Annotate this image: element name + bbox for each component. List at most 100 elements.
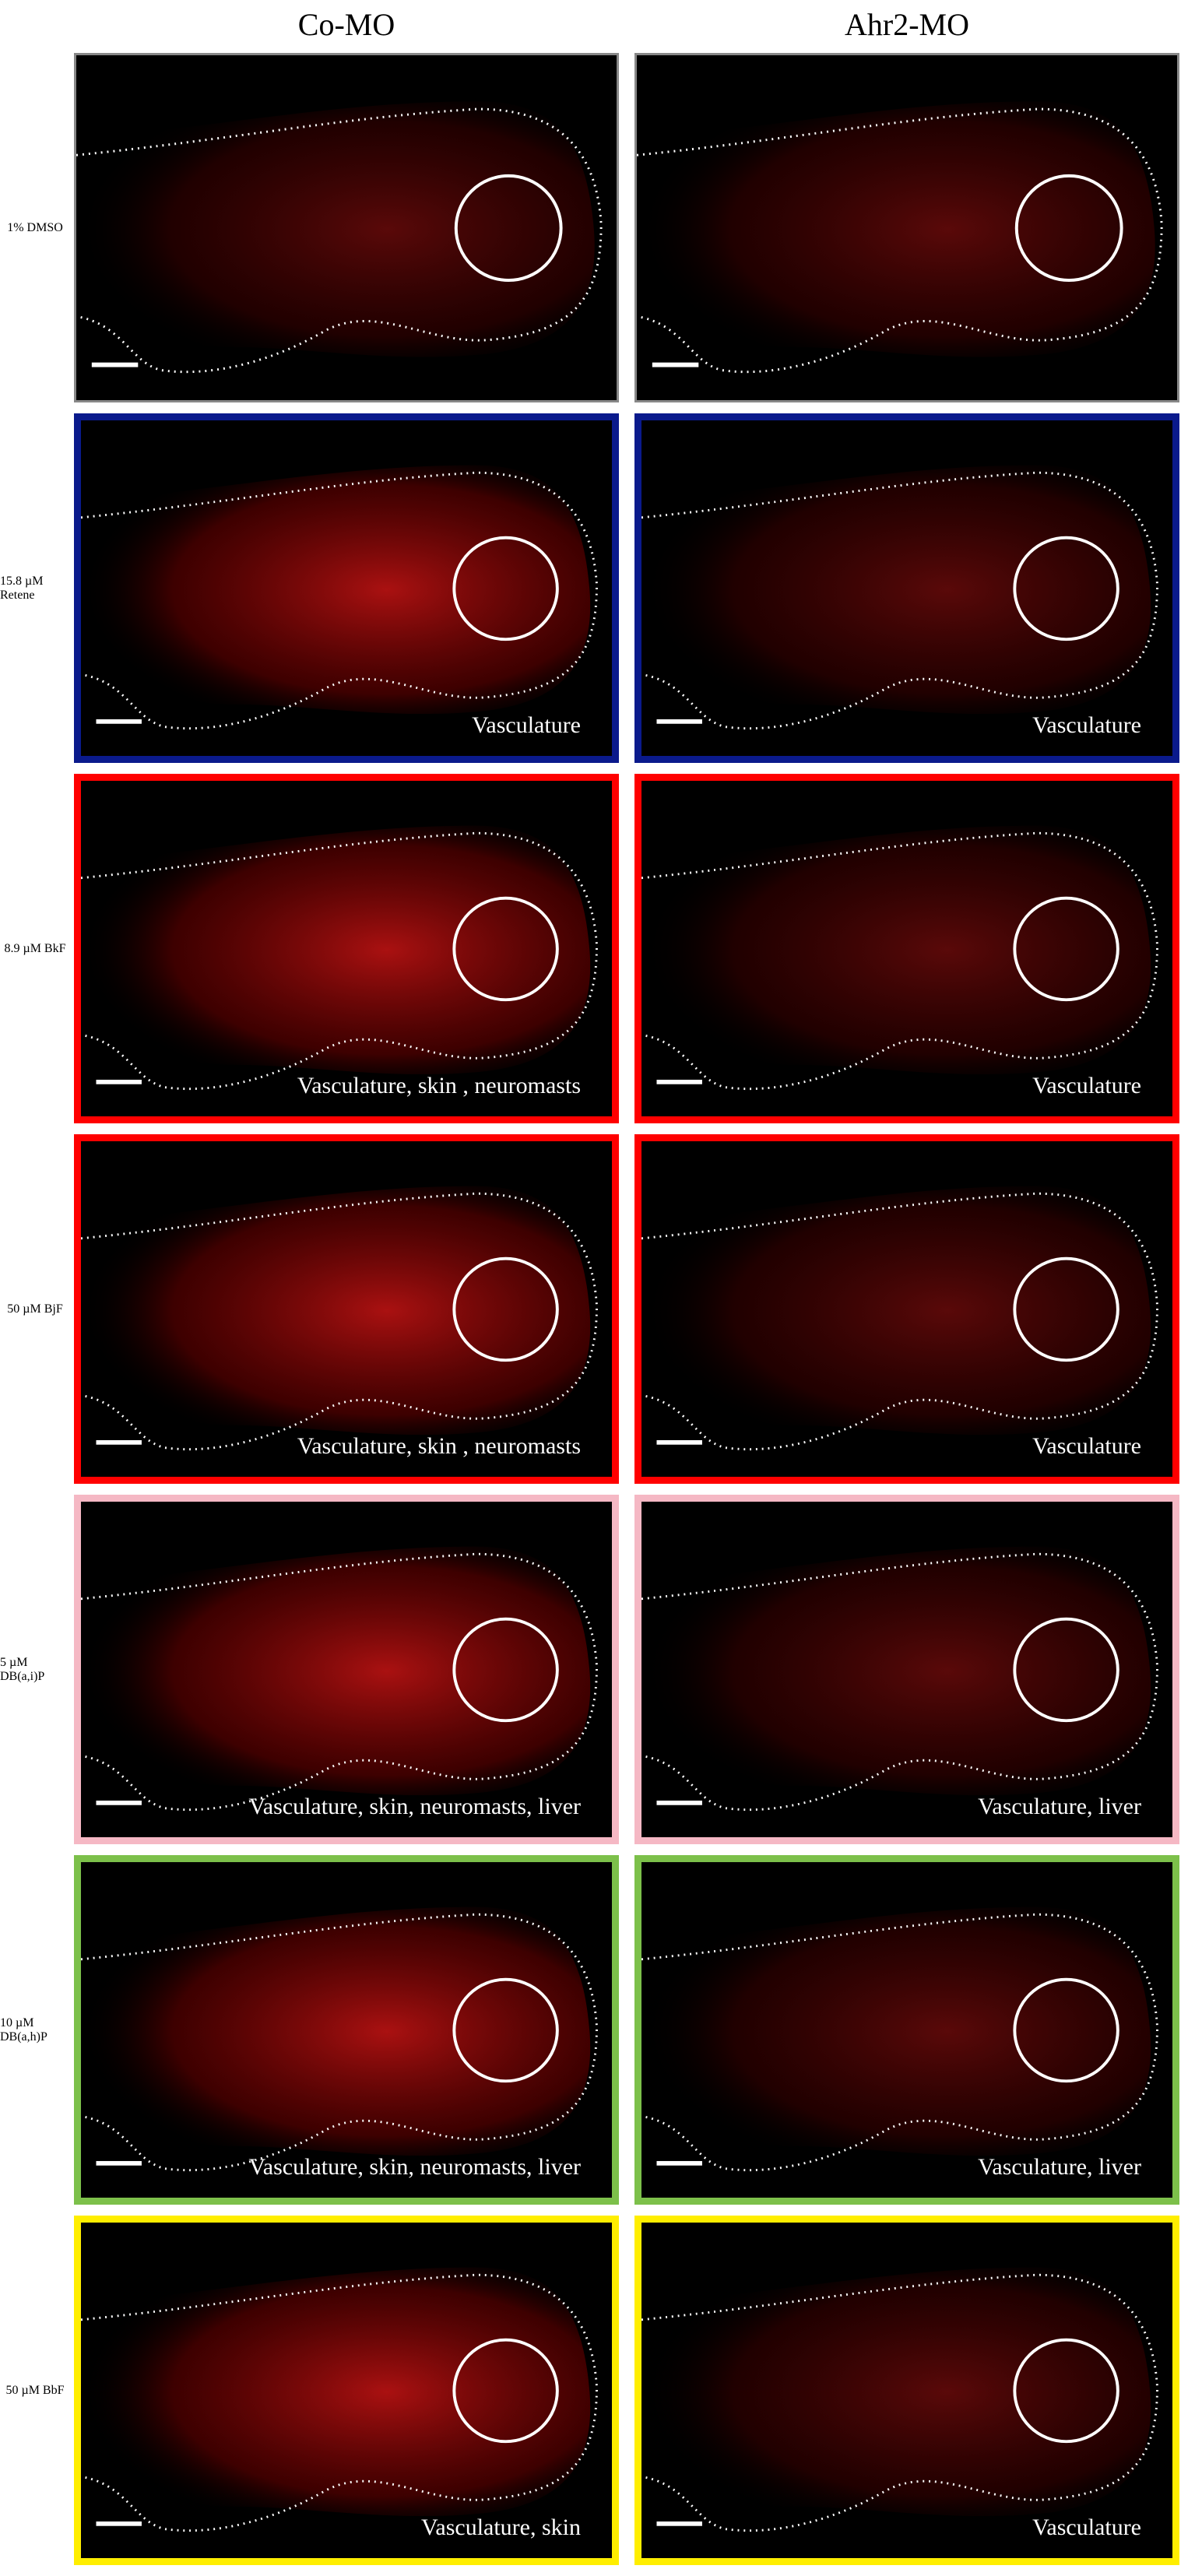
image-panel: Vasculature (634, 1134, 1179, 1484)
panel-caption: Vasculature, skin, neuromasts, liver (248, 1794, 581, 1819)
micrograph (641, 1907, 1158, 2172)
image-part (96, 2521, 142, 2526)
eye-outline (1013, 1617, 1119, 1723)
image-panel: Vasculature, skin, neuromasts, liver (74, 1855, 619, 2205)
micrograph (81, 1907, 598, 2172)
micrograph (641, 825, 1158, 1091)
panel-caption: Vasculature (1032, 2514, 1141, 2540)
embryo-outline (641, 1913, 1158, 2172)
image-part (656, 1439, 702, 1445)
embryo-outline (81, 1552, 598, 1812)
panel-caption: Vasculature (1032, 712, 1141, 738)
embryo-outline (81, 471, 598, 730)
image-part (96, 719, 142, 724)
image-panel: Vasculature (634, 774, 1179, 1123)
embryo-outline (81, 465, 591, 715)
row-label-text: 50 µM BbF (5, 2383, 65, 2397)
image-part (656, 2160, 702, 2166)
row-label: 5 µM DB(a,i)P (0, 1495, 70, 1844)
panel-caption: Vasculature, skin (421, 2514, 581, 2540)
micrograph (81, 465, 598, 730)
embryo-outline (81, 1546, 591, 1796)
image-panel (74, 53, 619, 402)
row-label-text: 50 µM BjF (7, 1302, 63, 1316)
image-panel: Vasculature (634, 413, 1179, 763)
eye-outline (452, 1977, 559, 2083)
eye-outline (1014, 174, 1123, 283)
embryo-outline (641, 831, 1158, 1091)
embryo-outline (81, 2267, 591, 2517)
image-panel (634, 53, 1179, 402)
row-label-text: 15.8 µM Retene (0, 574, 44, 602)
image-part (656, 2521, 702, 2526)
micrograph (641, 2267, 1158, 2532)
image-part (96, 1439, 142, 1445)
column-header: Co-MO (297, 7, 395, 42)
panel-caption: Vasculature (472, 712, 581, 738)
row-label-text: 10 µM DB(a,h)P (0, 2015, 47, 2044)
embryo-outline (81, 2273, 598, 2532)
image-panel: Vasculature, skin (74, 2216, 619, 2565)
embryo-outline (81, 1192, 598, 1451)
eye-outline (1013, 2338, 1119, 2444)
micrograph (637, 101, 1163, 374)
image-panel: Vasculature (634, 2216, 1179, 2565)
image-panel: Vasculature, skin , neuromasts (74, 774, 619, 1123)
micrograph (641, 1546, 1158, 1812)
image-part (656, 719, 702, 724)
embryo-outline (641, 1186, 1151, 1436)
embryo-outline (641, 2267, 1151, 2517)
row-label: 15.8 µM Retene (0, 413, 70, 763)
image-part (656, 1079, 702, 1084)
embryo-outline (641, 825, 1151, 1075)
micrograph (81, 825, 598, 1091)
micrograph (81, 2267, 598, 2532)
eye-outline (452, 1617, 559, 1723)
eye-outline (454, 174, 563, 283)
row-label: 10 µM DB(a,h)P (0, 1855, 70, 2205)
panel-caption: Vasculature, liver (978, 1794, 1141, 1819)
image-panel: Vasculature, skin , neuromasts (74, 1134, 619, 1484)
eye-outline (452, 536, 559, 641)
image-part (96, 2160, 142, 2166)
embryo-outline (81, 831, 598, 1091)
micrograph (641, 1186, 1158, 1451)
image-part (91, 362, 139, 367)
image-part (656, 1800, 702, 1805)
row-label-text: 5 µM DB(a,i)P (0, 1655, 45, 1683)
eye-outline (1013, 896, 1119, 1002)
eye-outline (452, 896, 559, 1002)
micrograph (81, 1186, 598, 1451)
image-part (652, 362, 699, 367)
embryo-outline (641, 1546, 1151, 1796)
panel-caption: Vasculature (1032, 1433, 1141, 1459)
embryo-outline (641, 465, 1151, 715)
image-panel: Vasculature, liver (634, 1855, 1179, 2205)
eye-outline (452, 1256, 559, 1362)
panel-caption: Vasculature, skin , neuromasts (297, 1433, 581, 1459)
panel-caption: Vasculature, liver (978, 2154, 1141, 2180)
column-header: Ahr2-MO (845, 7, 969, 42)
embryo-outline (641, 2273, 1158, 2532)
embryo-outline (637, 107, 1163, 374)
row-label: 50 µM BbF (0, 2216, 70, 2565)
row-label-text: 1% DMSO (7, 220, 63, 234)
row-label: 1% DMSO (0, 53, 70, 402)
image-part (96, 1800, 142, 1805)
micrograph (81, 1546, 598, 1812)
image-part (96, 1079, 142, 1084)
eye-outline (1013, 536, 1119, 641)
row-label: 8.9 µM BkF (0, 774, 70, 1123)
embryo-outline (641, 1192, 1158, 1451)
eye-outline (452, 2338, 559, 2444)
image-panel: Vasculature, skin, neuromasts, liver (74, 1495, 619, 1844)
embryo-outline (76, 101, 595, 357)
embryo-outline (637, 101, 1155, 357)
eye-outline (1013, 1977, 1119, 2083)
image-panel: Vasculature, liver (634, 1495, 1179, 1844)
micrograph (76, 101, 603, 374)
panel-caption: Vasculature, skin , neuromasts (297, 1073, 581, 1098)
eye-outline (1013, 1256, 1119, 1362)
embryo-outline (641, 471, 1158, 730)
